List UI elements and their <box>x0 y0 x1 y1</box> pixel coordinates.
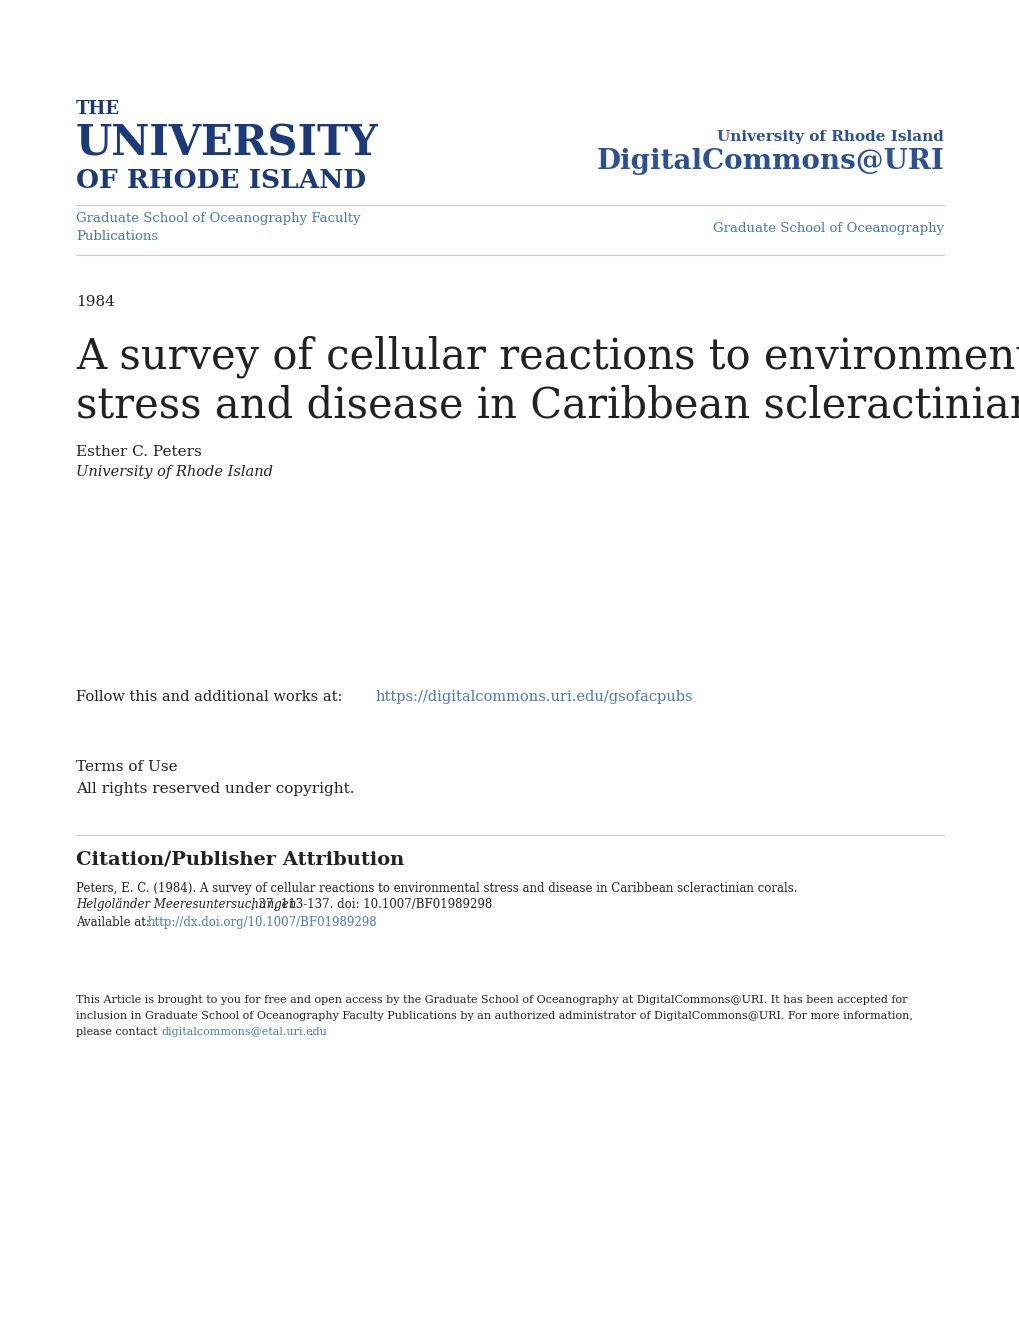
Text: please contact: please contact <box>76 1027 161 1038</box>
Text: Peters, E. C. (1984). A survey of cellular reactions to environmental stress and: Peters, E. C. (1984). A survey of cellul… <box>76 882 801 895</box>
Text: Follow this and additional works at:: Follow this and additional works at: <box>76 690 346 704</box>
Text: Available at:: Available at: <box>76 916 154 929</box>
Text: https://digitalcommons.uri.edu/gsofacpubs: https://digitalcommons.uri.edu/gsofacpub… <box>376 690 693 704</box>
Text: Citation/Publisher Attribution: Citation/Publisher Attribution <box>76 850 404 869</box>
Text: Publications: Publications <box>76 230 158 243</box>
Text: University of Rhode Island: University of Rhode Island <box>716 129 943 144</box>
Text: This Article is brought to you for free and open access by the Graduate School o: This Article is brought to you for free … <box>76 995 907 1005</box>
Text: UNIVERSITY: UNIVERSITY <box>76 121 378 164</box>
Text: , 37, 113-137. doi: 10.1007/BF01989298: , 37, 113-137. doi: 10.1007/BF01989298 <box>251 898 492 911</box>
Text: stress and disease in Caribbean scleractinian corals: stress and disease in Caribbean scleract… <box>76 385 1019 426</box>
Text: University of Rhode Island: University of Rhode Island <box>76 465 273 479</box>
Text: DigitalCommons@URI: DigitalCommons@URI <box>596 148 943 176</box>
Text: Helgoländer Meeresuntersuchungen: Helgoländer Meeresuntersuchungen <box>76 898 297 911</box>
Text: Graduate School of Oceanography: Graduate School of Oceanography <box>712 222 943 235</box>
Text: digitalcommons@etal.uri.edu: digitalcommons@etal.uri.edu <box>162 1027 327 1038</box>
Text: OF RHODE ISLAND: OF RHODE ISLAND <box>76 168 366 193</box>
Text: A survey of cellular reactions to environmental: A survey of cellular reactions to enviro… <box>76 335 1019 378</box>
Text: http://dx.doi.org/10.1007/BF01989298: http://dx.doi.org/10.1007/BF01989298 <box>148 916 377 929</box>
Text: All rights reserved under copyright.: All rights reserved under copyright. <box>76 781 355 796</box>
Text: .: . <box>310 1027 313 1038</box>
Text: 1984: 1984 <box>76 294 115 309</box>
Text: THE: THE <box>76 100 120 117</box>
Text: inclusion in Graduate School of Oceanography Faculty Publications by an authoriz: inclusion in Graduate School of Oceanogr… <box>76 1011 912 1020</box>
Text: Esther C. Peters: Esther C. Peters <box>76 445 202 459</box>
Text: Graduate School of Oceanography Faculty: Graduate School of Oceanography Faculty <box>76 213 360 224</box>
Text: Terms of Use: Terms of Use <box>76 760 177 774</box>
